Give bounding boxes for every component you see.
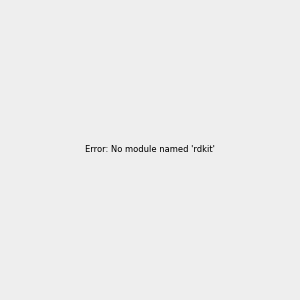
Text: Error: No module named 'rdkit': Error: No module named 'rdkit': [85, 146, 215, 154]
